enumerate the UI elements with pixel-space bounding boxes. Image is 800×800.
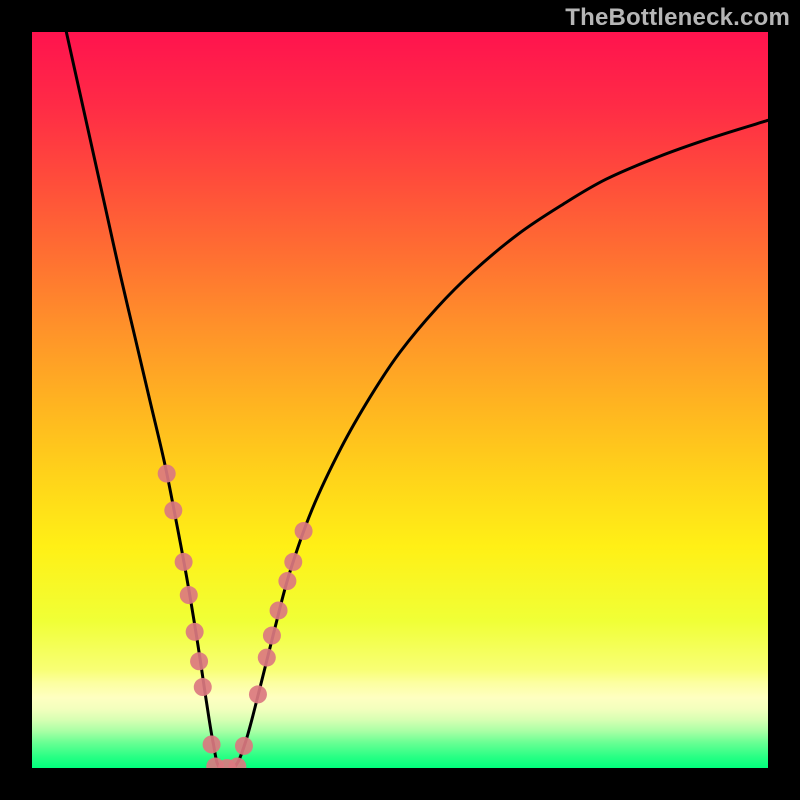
data-point — [258, 649, 276, 667]
data-point — [158, 465, 176, 483]
data-point — [164, 501, 182, 519]
plot-area — [32, 32, 768, 768]
outer-frame: TheBottleneck.com — [0, 0, 800, 800]
data-point — [190, 652, 208, 670]
data-point — [278, 572, 296, 590]
data-point — [194, 678, 212, 696]
data-point — [263, 627, 281, 645]
watermark-label: TheBottleneck.com — [565, 4, 790, 32]
data-point — [249, 685, 267, 703]
data-point — [284, 553, 302, 571]
data-point — [295, 522, 313, 540]
chart-svg — [32, 32, 768, 768]
data-point — [270, 601, 288, 619]
data-point — [180, 586, 198, 604]
data-point — [175, 553, 193, 571]
data-point — [235, 737, 253, 755]
bottleneck-curve — [61, 32, 768, 768]
data-point — [228, 758, 246, 768]
data-point — [186, 623, 204, 641]
data-point — [203, 735, 221, 753]
